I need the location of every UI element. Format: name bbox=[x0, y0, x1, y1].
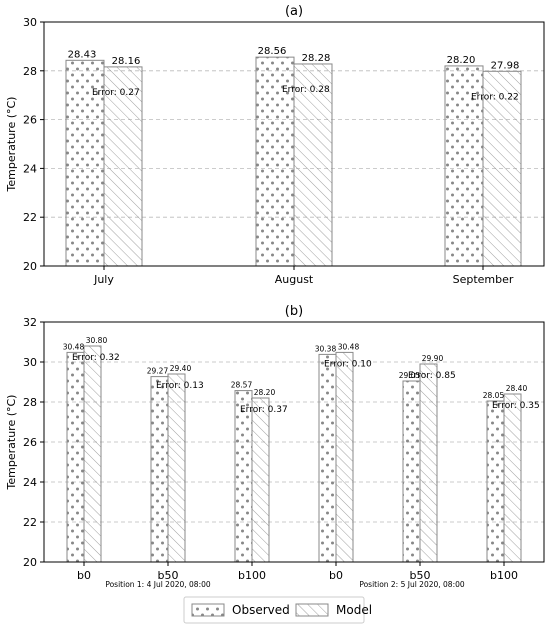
data-label-observed: 29.27 bbox=[147, 367, 169, 376]
y-tick-label: 32 bbox=[23, 316, 37, 329]
data-label-observed: 28.43 bbox=[68, 49, 97, 60]
error-annotation: Error: 0.85 bbox=[408, 371, 456, 381]
y-tick-label: 22 bbox=[23, 516, 37, 529]
y-tick-label: 24 bbox=[23, 476, 37, 489]
y-axis-label: Temperature (°C) bbox=[5, 97, 18, 193]
data-label-observed: 28.20 bbox=[447, 55, 476, 66]
y-tick-label: 26 bbox=[23, 436, 37, 449]
data-label-model: 27.98 bbox=[491, 60, 520, 71]
data-label-model: 28.16 bbox=[112, 56, 141, 67]
panel-a: 20 22 24 26 28 30 (a) Temperature (°C) 28.43 28.1… bbox=[5, 4, 545, 286]
bar-model bbox=[335, 351, 354, 563]
bar-model bbox=[83, 345, 102, 563]
panel-title: (a) bbox=[285, 4, 303, 19]
bar-observed bbox=[65, 59, 105, 267]
plot-frame bbox=[43, 321, 545, 563]
error-annotation: Error: 0.32 bbox=[72, 353, 120, 363]
data-label-observed: 28.57 bbox=[231, 381, 253, 390]
bar-model bbox=[419, 363, 438, 563]
data-label-model: 30.48 bbox=[338, 342, 360, 351]
bar-observed bbox=[318, 353, 337, 563]
bar-observed bbox=[150, 376, 169, 563]
x-tick-label: b100 bbox=[490, 569, 518, 582]
data-label-observed: 30.38 bbox=[315, 344, 337, 353]
data-label-observed: 28.56 bbox=[258, 46, 287, 57]
data-label-observed: 29.05 bbox=[399, 371, 421, 380]
error-annotation: Error: 0.22 bbox=[471, 92, 519, 102]
bar-model bbox=[482, 70, 522, 267]
panel-title: (b) bbox=[285, 304, 303, 319]
x-tick-label: b50 bbox=[410, 569, 431, 582]
y-tick-label: 30 bbox=[23, 356, 37, 369]
bar-model bbox=[503, 393, 522, 563]
x-tick-label: July bbox=[93, 273, 114, 286]
data-label-model: 28.40 bbox=[506, 384, 528, 393]
data-label-model: 28.20 bbox=[254, 388, 276, 397]
data-label-model: 30.80 bbox=[86, 336, 108, 345]
x-tick-label: b50 bbox=[158, 569, 179, 582]
y-tick-label: 30 bbox=[23, 16, 37, 29]
y-tick-label: 24 bbox=[23, 162, 37, 175]
x-tick-label: b0 bbox=[329, 569, 343, 582]
legend-swatch-model bbox=[295, 603, 329, 617]
bar-observed bbox=[234, 390, 253, 563]
y-tick-label: 28 bbox=[23, 65, 37, 78]
group-label-position-2: Position 2: 5 Jul 2020, 08:00 bbox=[359, 580, 465, 589]
y-tick-label: 28 bbox=[23, 396, 37, 409]
error-annotation: Error: 0.10 bbox=[324, 359, 372, 369]
error-annotation: Error: 0.37 bbox=[240, 405, 288, 415]
bar-model bbox=[251, 397, 270, 563]
bar-observed bbox=[66, 351, 85, 563]
y-tick-label: 20 bbox=[23, 556, 37, 569]
x-tick-label: August bbox=[275, 273, 314, 286]
legend-swatch-observed bbox=[191, 603, 225, 617]
legend-label-observed: Observed bbox=[232, 603, 290, 617]
group-label-position-1: Position 1: 4 Jul 2020, 08:00 bbox=[105, 580, 211, 589]
data-label-model: 28.28 bbox=[302, 53, 331, 64]
legend: Observed Model bbox=[183, 596, 372, 624]
data-label-observed: 30.48 bbox=[63, 342, 85, 351]
error-annotation: Error: 0.28 bbox=[282, 85, 330, 95]
error-annotation: Error: 0.27 bbox=[92, 88, 140, 98]
bar-observed bbox=[486, 400, 505, 563]
bar-observed bbox=[444, 65, 484, 267]
data-label-model: 29.40 bbox=[170, 364, 192, 373]
bar-model bbox=[167, 373, 186, 563]
legend-label-model: Model bbox=[336, 603, 372, 617]
y-tick-label: 20 bbox=[23, 260, 37, 273]
x-tick-label: September bbox=[453, 273, 514, 286]
x-tick-label: b0 bbox=[77, 569, 91, 582]
y-axis-label: Temperature (°C) bbox=[5, 395, 18, 491]
y-tick-label: 26 bbox=[23, 114, 37, 127]
bar-observed bbox=[402, 380, 421, 563]
y-tick-label: 22 bbox=[23, 211, 37, 224]
plot-frame bbox=[43, 21, 545, 267]
error-annotation: Error: 0.13 bbox=[156, 381, 204, 391]
data-label-observed: 28.05 bbox=[483, 391, 505, 400]
error-annotation: Error: 0.35 bbox=[492, 401, 540, 411]
bar-model bbox=[103, 66, 143, 267]
data-label-model: 29.90 bbox=[422, 354, 444, 363]
x-tick-label: b100 bbox=[238, 569, 266, 582]
